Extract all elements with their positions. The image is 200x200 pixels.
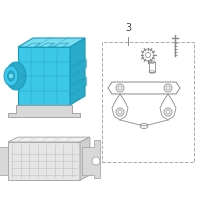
Polygon shape <box>80 137 90 180</box>
Ellipse shape <box>8 71 14 81</box>
Text: 3: 3 <box>125 23 131 33</box>
Polygon shape <box>40 43 55 47</box>
Polygon shape <box>82 140 100 178</box>
Ellipse shape <box>4 66 18 86</box>
Polygon shape <box>8 142 80 180</box>
Polygon shape <box>26 43 41 47</box>
Polygon shape <box>70 38 85 105</box>
Polygon shape <box>18 38 85 47</box>
Circle shape <box>92 157 100 165</box>
Bar <box>102 42 194 162</box>
Polygon shape <box>54 43 69 47</box>
Polygon shape <box>8 137 90 142</box>
Polygon shape <box>8 105 80 117</box>
Polygon shape <box>70 59 86 77</box>
Ellipse shape <box>6 62 26 90</box>
Bar <box>149 62 155 72</box>
Circle shape <box>8 73 14 78</box>
Polygon shape <box>18 47 70 105</box>
Polygon shape <box>70 77 86 95</box>
Polygon shape <box>0 140 8 178</box>
